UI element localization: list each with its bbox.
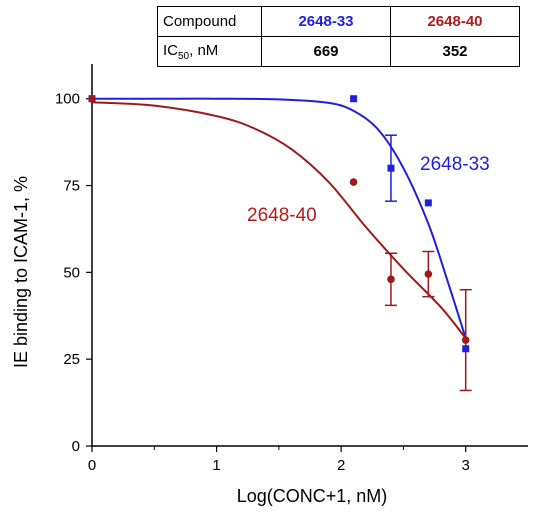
y-tick-label: 0 xyxy=(72,438,80,455)
x-tick-label: 1 xyxy=(212,457,220,474)
y-axis-title: IE binding to ICAM-1, % xyxy=(11,176,31,368)
ic50-value-2648-33: 669 xyxy=(261,36,391,67)
ic50-label: IC xyxy=(163,41,178,59)
data-point-2648-33 xyxy=(387,164,395,172)
data-point-2648-40 xyxy=(387,275,395,284)
ic50-value-2648-40: 352 xyxy=(390,36,520,67)
y-tick-label: 50 xyxy=(63,264,80,281)
fit-curve-2648-40 xyxy=(91,101,467,339)
table-ic50-row: IC50, nM 669 352 xyxy=(157,36,520,67)
data-point-2648-40 xyxy=(424,270,433,278)
ic50-subscript: 50 xyxy=(178,50,190,62)
data-markers xyxy=(88,94,470,353)
x-axis-title: Log(CONC+1, nM) xyxy=(237,486,388,506)
x-tick-label: 0 xyxy=(88,457,96,474)
data-point-2648-33 xyxy=(462,345,470,353)
ic50-table: Compound 2648-33 2648-40 IC50, nM 669 35… xyxy=(157,6,520,67)
compound-header: Compound xyxy=(157,6,262,37)
y-tick-label: 75 xyxy=(63,178,80,195)
series-label-2648-40: 2648-40 xyxy=(247,205,317,226)
data-point-2648-40 xyxy=(88,94,96,103)
series-label-2648-33: 2648-33 xyxy=(420,154,490,175)
x-tick-label: 2 xyxy=(337,457,345,474)
data-point-2648-33 xyxy=(424,199,432,207)
compound-name-2648-33: 2648-33 xyxy=(261,6,391,37)
series-annotations: 2648-33 2648-40 xyxy=(247,154,490,226)
table-header-row: Compound 2648-33 2648-40 xyxy=(157,6,520,37)
compound-name-2648-40: 2648-40 xyxy=(390,6,520,37)
ic50-unit: , nM xyxy=(189,41,219,59)
ic50-header: IC50, nM xyxy=(157,36,262,67)
y-tick-label: 25 xyxy=(63,351,80,368)
fit-curves xyxy=(91,97,467,339)
axes: 0 25 50 75 100 0 1 2 3 xyxy=(55,64,528,474)
data-point-2648-33 xyxy=(350,95,358,103)
fit-curve-2648-33 xyxy=(91,97,467,339)
data-point-2648-40 xyxy=(461,336,470,344)
x-tick-label: 3 xyxy=(462,457,470,474)
data-point-2648-40 xyxy=(349,178,358,186)
y-tick-label: 100 xyxy=(55,91,80,108)
